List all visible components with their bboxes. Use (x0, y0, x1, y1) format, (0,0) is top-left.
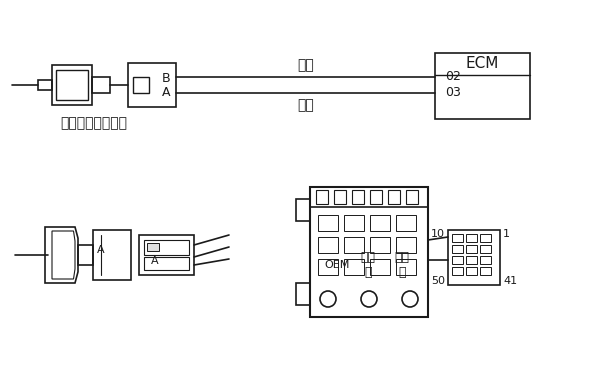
Bar (466, 245, 477, 253)
Bar (310, 187, 428, 207)
Text: B: B (161, 72, 170, 84)
Text: A: A (162, 86, 170, 99)
Bar (56, 70, 88, 100)
Circle shape (320, 291, 336, 307)
Bar (296, 199, 310, 221)
Bar (144, 240, 189, 255)
Bar (318, 237, 338, 253)
Bar (480, 234, 491, 242)
Text: ECM: ECM (466, 57, 499, 72)
Text: 10: 10 (431, 229, 445, 239)
Bar (370, 259, 390, 275)
Text: 执行
器: 执行 器 (361, 251, 376, 279)
Bar (406, 190, 418, 204)
Text: 冷却液温度传感器: 冷却液温度传感器 (60, 116, 127, 130)
Text: A: A (151, 256, 159, 266)
Bar (370, 190, 382, 204)
Bar (388, 190, 400, 204)
Text: OEM: OEM (324, 260, 349, 270)
Bar (452, 245, 463, 253)
Bar (147, 243, 159, 251)
Text: A: A (97, 245, 105, 255)
Bar (370, 237, 390, 253)
Bar (318, 215, 338, 231)
Bar (435, 53, 530, 119)
Bar (310, 187, 428, 317)
Bar (466, 256, 477, 264)
Bar (139, 235, 194, 275)
Text: 1: 1 (503, 229, 510, 239)
Bar (344, 215, 364, 231)
Bar (452, 234, 463, 242)
Bar (318, 259, 338, 275)
Bar (480, 256, 491, 264)
Bar (396, 259, 416, 275)
Bar (396, 237, 416, 253)
Bar (452, 267, 463, 275)
Bar (344, 237, 364, 253)
Bar (352, 190, 364, 204)
Bar (334, 190, 346, 204)
Bar (93, 230, 131, 280)
Bar (370, 215, 390, 231)
Text: 信号: 信号 (297, 58, 314, 72)
Bar (452, 256, 463, 264)
Text: 回路: 回路 (297, 98, 314, 112)
Bar (78, 245, 93, 265)
Bar (133, 77, 149, 93)
Text: 50: 50 (431, 276, 445, 286)
Text: 41: 41 (503, 276, 517, 286)
Text: 03: 03 (445, 87, 461, 99)
Bar (52, 65, 92, 105)
Bar (38, 80, 52, 90)
Bar (480, 267, 491, 275)
Bar (92, 77, 110, 93)
Bar (296, 283, 310, 305)
Text: 传感
器: 传感 器 (395, 251, 409, 279)
Bar (128, 63, 176, 107)
Circle shape (361, 291, 377, 307)
Bar (466, 234, 477, 242)
Bar (480, 245, 491, 253)
Bar (144, 257, 189, 270)
Bar (316, 190, 328, 204)
Bar (466, 267, 477, 275)
Bar (396, 215, 416, 231)
Bar (344, 259, 364, 275)
Bar (448, 230, 500, 285)
Circle shape (402, 291, 418, 307)
Text: 02: 02 (445, 70, 461, 84)
